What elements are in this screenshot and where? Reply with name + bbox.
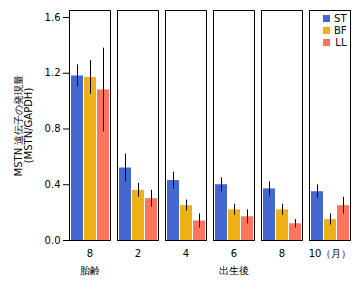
svg-text:0.0: 0.0 xyxy=(45,235,61,246)
svg-text:0.8: 0.8 xyxy=(45,123,61,134)
svg-text:8: 8 xyxy=(87,248,93,259)
svg-text:胎齢: 胎齢 xyxy=(80,265,100,276)
svg-text:4: 4 xyxy=(183,248,189,259)
svg-text:1.6: 1.6 xyxy=(45,12,61,23)
svg-text:出生後: 出生後 xyxy=(219,265,249,276)
svg-text:LL: LL xyxy=(335,37,347,48)
svg-text:0.4: 0.4 xyxy=(45,179,61,190)
svg-text:8: 8 xyxy=(279,248,285,259)
svg-text:1.2: 1.2 xyxy=(45,67,61,78)
svg-text:ST: ST xyxy=(334,13,347,24)
svg-text:BF: BF xyxy=(334,25,347,36)
svg-text:MSTN 遠伝子の発現量(MSTN/GAPDH): MSTN 遠伝子の発現量(MSTN/GAPDH) xyxy=(13,75,34,177)
svg-text:2: 2 xyxy=(135,248,141,259)
svg-text:10（月）: 10（月） xyxy=(309,248,352,259)
svg-text:6: 6 xyxy=(231,248,237,259)
